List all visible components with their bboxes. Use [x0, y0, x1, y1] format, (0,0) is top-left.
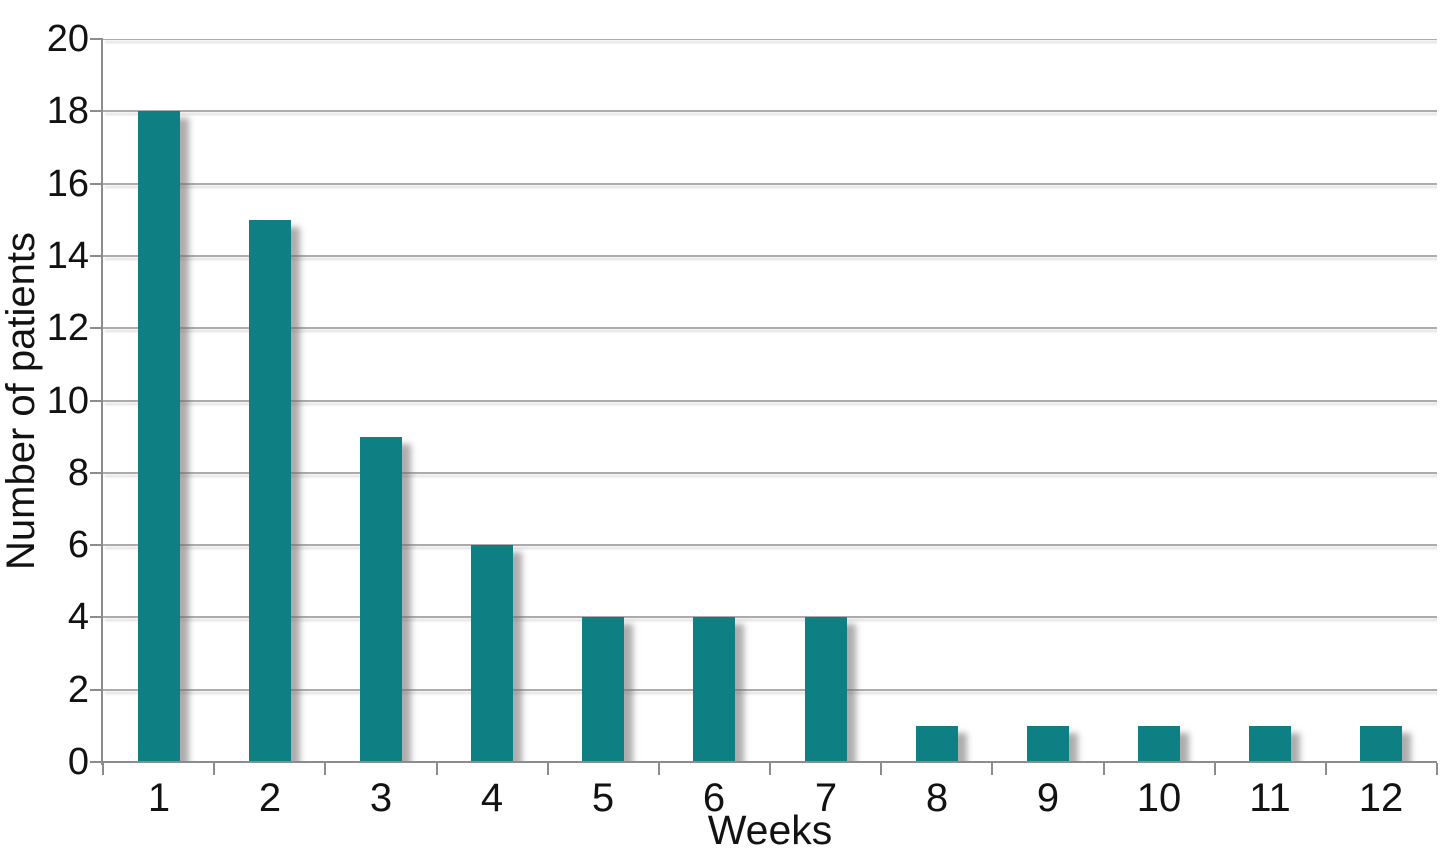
y-tick-label-4: 4: [67, 596, 89, 638]
x-tick-label-10: 10: [1136, 776, 1182, 820]
y-tick-label-2: 2: [67, 669, 89, 711]
x-axis-title: Weeks: [707, 807, 833, 849]
bar-week-1: [138, 111, 180, 762]
x-tick-boundary-8: [991, 763, 993, 775]
x-tick-label-2: 2: [258, 776, 282, 820]
bar-week-10: [1138, 726, 1180, 762]
y-tick-20: [90, 38, 103, 40]
gridline-y-4: [103, 616, 1437, 619]
x-tick-label-6: 6: [702, 776, 726, 820]
y-tick-label-20: 20: [46, 18, 89, 60]
gridline-y-10: [103, 399, 1437, 402]
bar-week-3: [360, 437, 402, 762]
x-tick-boundary-12: [1436, 763, 1438, 775]
bar-week-12: [1360, 726, 1402, 762]
y-axis-line: [101, 39, 103, 765]
y-tick-18: [90, 110, 103, 113]
gridline-y-16: [103, 182, 1437, 185]
x-tick-label-8: 8: [925, 776, 949, 820]
gridline-y-2: [103, 688, 1437, 691]
y-tick-16: [90, 182, 103, 185]
x-tick-boundary-2: [324, 763, 326, 775]
y-tick-label-18: 18: [46, 90, 89, 132]
y-tick-6: [90, 544, 103, 547]
x-tick-boundary-3: [436, 763, 438, 775]
y-tick-label-14: 14: [46, 235, 89, 277]
x-tick-label-3: 3: [369, 776, 393, 820]
y-tick-0: [90, 761, 103, 763]
gridline-y-6: [103, 544, 1437, 547]
gridline-y-12: [103, 327, 1437, 330]
x-tick-boundary-6: [769, 763, 771, 775]
plot-area: [103, 39, 1437, 762]
y-tick-8: [90, 471, 103, 474]
bar-week-8: [916, 726, 958, 762]
x-tick-label-12: 12: [1358, 776, 1404, 820]
y-tick-label-0: 0: [67, 741, 89, 783]
bar-week-11: [1249, 726, 1291, 762]
x-tick-label-4: 4: [480, 776, 504, 820]
gridline-y-8: [103, 471, 1437, 474]
x-tick-boundary-5: [658, 763, 660, 775]
y-tick-label-12: 12: [46, 307, 89, 349]
bar-week-7: [805, 617, 847, 762]
x-tick-boundary-9: [1103, 763, 1105, 775]
x-tick-boundary-10: [1214, 763, 1216, 775]
x-tick-boundary-7: [880, 763, 882, 775]
y-tick-label-6: 6: [67, 524, 89, 566]
x-tick-label-1: 1: [147, 776, 171, 820]
x-tick-boundary-1: [213, 763, 215, 775]
x-axis-line: [101, 761, 1437, 763]
y-tick-label-10: 10: [46, 380, 89, 422]
y-tick-label-8: 8: [67, 452, 89, 494]
gridline-y-18: [103, 110, 1437, 113]
y-tick-label-16: 16: [46, 163, 89, 205]
x-tick-label-9: 9: [1036, 776, 1060, 820]
gridline-y-20: [103, 39, 1437, 40]
y-tick-4: [90, 616, 103, 619]
x-tick-label-7: 7: [814, 776, 838, 820]
bar-week-2: [249, 220, 291, 762]
y-tick-14: [90, 254, 103, 257]
bar-week-9: [1027, 726, 1069, 762]
x-tick-label-11: 11: [1249, 776, 1291, 820]
x-tick-label-5: 5: [591, 776, 615, 820]
y-tick-2: [90, 688, 103, 691]
bar-week-5: [582, 617, 624, 762]
x-tick-boundary-11: [1325, 763, 1327, 775]
y-tick-10: [90, 399, 103, 402]
bar-week-4: [471, 545, 513, 762]
bar-week-6: [693, 617, 735, 762]
x-tick-boundary-0: [102, 763, 104, 775]
gridline-y-14: [103, 254, 1437, 257]
x-tick-boundary-4: [547, 763, 549, 775]
y-tick-12: [90, 327, 103, 330]
